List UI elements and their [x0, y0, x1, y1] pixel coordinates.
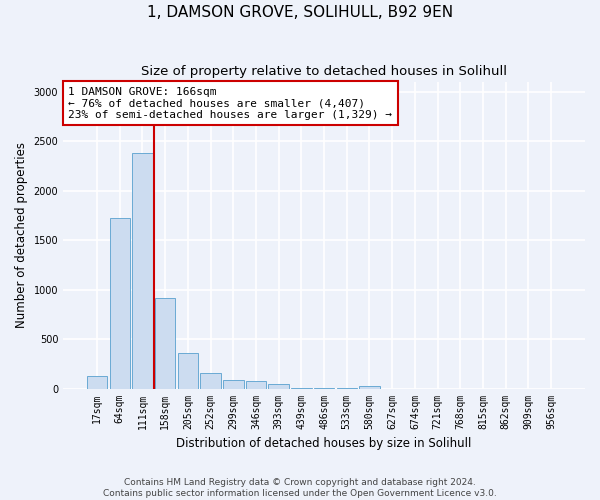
Bar — [359, 386, 380, 388]
Bar — [268, 384, 289, 388]
Bar — [200, 372, 221, 388]
X-axis label: Distribution of detached houses by size in Solihull: Distribution of detached houses by size … — [176, 437, 472, 450]
Bar — [87, 376, 107, 388]
Title: Size of property relative to detached houses in Solihull: Size of property relative to detached ho… — [141, 65, 507, 78]
Bar — [110, 218, 130, 388]
Y-axis label: Number of detached properties: Number of detached properties — [15, 142, 28, 328]
Bar — [155, 298, 175, 388]
Text: 1 DAMSON GROVE: 166sqm
← 76% of detached houses are smaller (4,407)
23% of semi-: 1 DAMSON GROVE: 166sqm ← 76% of detached… — [68, 86, 392, 120]
Bar — [246, 381, 266, 388]
Bar — [178, 354, 198, 388]
Bar — [223, 380, 244, 388]
Text: Contains HM Land Registry data © Crown copyright and database right 2024.
Contai: Contains HM Land Registry data © Crown c… — [103, 478, 497, 498]
Bar — [132, 153, 153, 388]
Text: 1, DAMSON GROVE, SOLIHULL, B92 9EN: 1, DAMSON GROVE, SOLIHULL, B92 9EN — [147, 5, 453, 20]
